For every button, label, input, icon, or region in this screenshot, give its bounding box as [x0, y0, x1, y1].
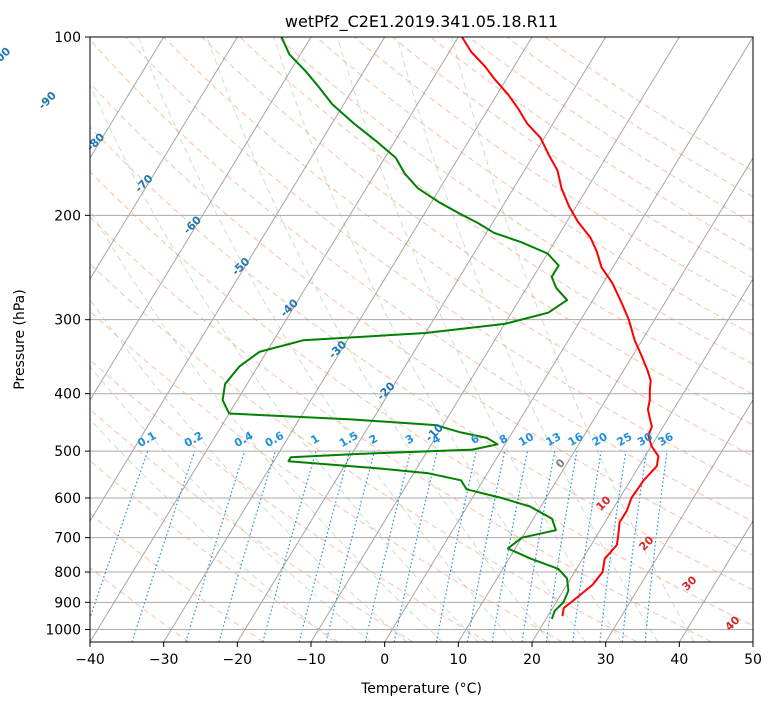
- isotherm-line: [90, 37, 165, 159]
- y-tick-label: 800: [54, 565, 81, 581]
- x-tick-label: 10: [449, 652, 467, 668]
- y-tick-label: 100: [54, 30, 81, 46]
- x-tick-label: 0: [380, 652, 389, 668]
- mixing-ratio-line: [90, 450, 149, 620]
- sounding-profiles: [221, 37, 660, 620]
- x-axis-title: Temperature (°C): [360, 681, 482, 697]
- y-tick-label: 300: [54, 313, 81, 329]
- dry-adiabat-line: [163, 37, 753, 457]
- isotherm-line: [90, 37, 459, 642]
- y-tick-label: 200: [54, 208, 81, 224]
- moist-adiabat-line: [90, 209, 443, 642]
- x-tick-label: 20: [523, 652, 541, 668]
- x-tick-label: 50: [744, 652, 762, 668]
- mixing-ratio-line: [644, 451, 668, 642]
- mixing-ratio-line: [545, 450, 578, 642]
- temperature-profile-line: [461, 37, 660, 617]
- mixing-ratio-line: [131, 450, 196, 642]
- dry-adiabat-line: [90, 310, 563, 642]
- dry-adiabat-line: [506, 37, 753, 198]
- dry-adiabat-line: [430, 37, 753, 251]
- dry-adiabat-line: [201, 37, 753, 426]
- dry-adiabat-line: [90, 408, 414, 642]
- moist-adiabat-line: [336, 37, 623, 642]
- y-axis: 100 200 300 400 500 600 700 800 900 1000: [45, 30, 90, 638]
- isotherm-line: [531, 278, 753, 642]
- dry-adiabat-line: [544, 37, 753, 172]
- x-tick-label: 30: [597, 652, 615, 668]
- dry-adiabat-line: [468, 37, 753, 224]
- x-tick-label: −40: [75, 652, 105, 668]
- mixing-ratio-line: [298, 450, 351, 642]
- y-tick-label: 900: [54, 595, 81, 611]
- mixing-ratio-line: [572, 450, 602, 642]
- x-tick-label: −10: [296, 652, 326, 668]
- mixing-ratio-line: [218, 450, 276, 642]
- dry-adiabat-line: [239, 37, 753, 395]
- mixing-ratio-line: [262, 450, 317, 642]
- moist-adiabat-line: [451, 37, 695, 642]
- isotherm-line: [236, 37, 607, 642]
- plot-frame: [89, 36, 754, 643]
- isotherm-line: [163, 37, 533, 642]
- y-tick-label: 400: [54, 387, 81, 403]
- dry-adiabat-line: [90, 82, 753, 556]
- dry-adiabat-line: [277, 37, 753, 365]
- x-tick-label: −30: [149, 652, 179, 668]
- isotherm-line: [90, 37, 386, 522]
- mixing-ratio-line: [364, 450, 412, 642]
- mixing-ratio-line: [393, 450, 438, 642]
- chart-title: wetPf2_C2E1.2019.341.05.18.R11: [285, 12, 558, 32]
- x-axis: −40 −30 −20 −10 0 10 20 30 40 50: [75, 642, 762, 668]
- dry-adiabat-line: [90, 263, 638, 642]
- y-tick-label: 500: [54, 444, 81, 460]
- dry-adiabat-line: [90, 512, 264, 642]
- moist-adiabat-line: [90, 83, 479, 642]
- y-tick-label: 700: [54, 531, 81, 547]
- mixing-ratio-line: [325, 450, 376, 642]
- background-lines: [90, 37, 753, 642]
- dry-adiabat-line: [90, 216, 712, 642]
- dry-adiabat-line: [90, 39, 753, 522]
- isotherm-line: [605, 399, 753, 642]
- y-tick-label: 600: [54, 491, 81, 507]
- x-tick-label: −20: [223, 652, 253, 668]
- mixing-ratio-line: [599, 451, 627, 642]
- moist-adiabat-line: [396, 37, 659, 642]
- x-tick-label: 40: [670, 652, 688, 668]
- moist-adiabat-line: [206, 37, 551, 642]
- dewpoint-profile-line: [221, 37, 570, 620]
- isotherm-line: [457, 157, 753, 642]
- isotherm-line: [678, 520, 753, 642]
- mixing-ratio-line: [185, 450, 246, 642]
- isotherm-line: [90, 37, 312, 401]
- moist-adiabat-line: [90, 365, 372, 642]
- isotherm-line: [90, 37, 238, 280]
- isotherm-line: [310, 37, 680, 642]
- y-tick-label: 1000: [45, 622, 81, 638]
- moist-adiabat-line: [273, 37, 587, 642]
- mixing-ratio-line: [621, 451, 647, 642]
- moist-adiabat-line: [138, 37, 515, 642]
- isotherm-line: [384, 37, 753, 642]
- y-axis-title: Pressure (hPa): [12, 289, 28, 389]
